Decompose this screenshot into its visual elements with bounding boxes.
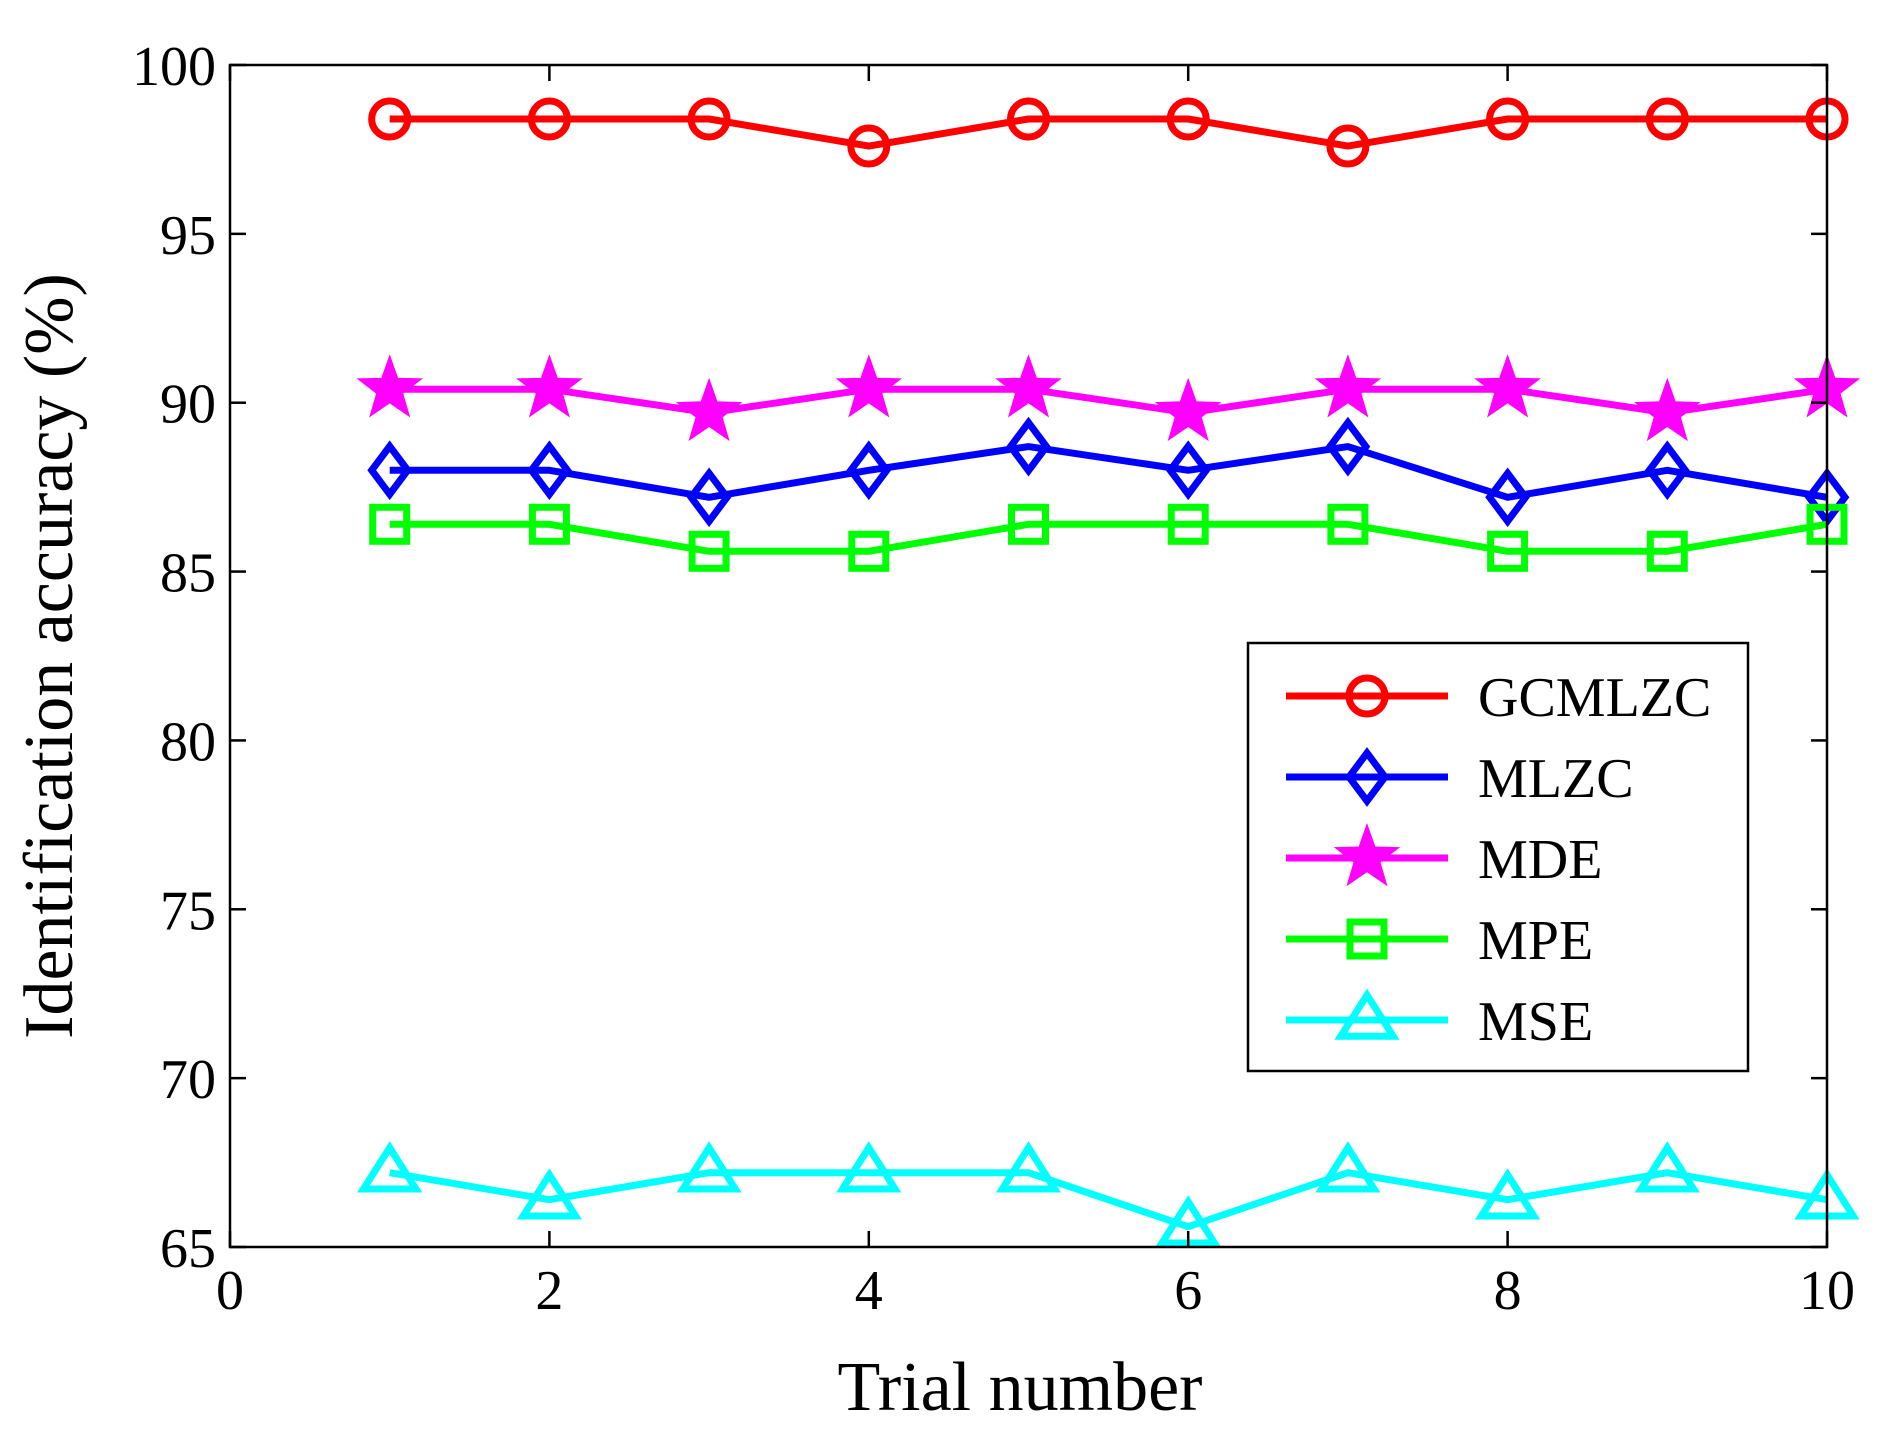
data-point-gcmlzc (1486, 97, 1530, 141)
data-point-mse (836, 1141, 902, 1193)
data-point-mde (1154, 377, 1222, 442)
series-layer (356, 97, 1861, 1247)
series-mse (357, 1141, 1860, 1247)
series-line-mpe (389, 520, 1828, 555)
x-tick-label: 8 (1494, 1260, 1522, 1322)
legend-entry-mde: MDE (1286, 822, 1602, 891)
data-point-mlzc (1165, 440, 1211, 501)
data-point-mse (1634, 1141, 1700, 1193)
x-tick-label: 0 (216, 1260, 244, 1322)
y-tick-label: 65 (160, 1218, 216, 1280)
data-point-mlzc (527, 440, 572, 501)
data-point-gcmlzc (527, 97, 571, 141)
series-mpe (369, 503, 1848, 572)
legend-items: GCMLZC MLZC MDE MPE MSE (1286, 667, 1711, 1053)
data-point-gcmlzc (1007, 97, 1050, 141)
legend-marker (1344, 747, 1390, 807)
x-tick-label: 6 (1174, 1260, 1202, 1322)
data-point-mse (357, 1141, 423, 1193)
data-point-mde (1634, 377, 1701, 442)
legend-entry-mlzc: MLZC (1286, 747, 1634, 810)
data-point-gcmlzc (847, 124, 891, 168)
data-point-mde (675, 377, 743, 442)
x-tick-label: 4 (855, 1260, 883, 1322)
data-point-gcmlzc (368, 97, 412, 141)
data-point-mse (995, 1141, 1062, 1193)
legend-marker (1345, 674, 1389, 718)
data-point-gcmlzc (1326, 124, 1370, 168)
data-point-mpe (369, 503, 411, 545)
legend-label: MLZC (1478, 748, 1634, 810)
data-point-mde (516, 354, 583, 418)
y-tick-label: 90 (160, 374, 216, 436)
legend-marker (1346, 918, 1388, 960)
legend-label: MSE (1478, 991, 1593, 1053)
data-point-mse (676, 1141, 742, 1193)
data-point-mse (1474, 1168, 1541, 1220)
y-tick-label: 85 (160, 543, 216, 605)
legend-entry-mse: MSE (1286, 988, 1593, 1053)
data-point-mlzc (1644, 440, 1690, 501)
data-point-mpe (848, 530, 890, 572)
data-point-mde (995, 354, 1062, 418)
data-point-mpe (528, 503, 570, 545)
data-point-mpe (1327, 503, 1369, 545)
legend: GCMLZC MLZC MDE MPE MSE (1246, 641, 1750, 1073)
data-point-mse (516, 1168, 583, 1220)
data-point-gcmlzc (1166, 97, 1210, 141)
data-point-mde (356, 354, 423, 418)
series-mlzc (367, 416, 1850, 528)
series-gcmlzc (368, 97, 1849, 168)
series-mde (356, 354, 1861, 442)
legend-marker (1334, 988, 1400, 1040)
data-point-mlzc (1325, 416, 1371, 477)
series-line-mde (389, 385, 1828, 417)
legend-entry-mpe: MPE (1286, 910, 1593, 972)
data-point-mpe (688, 530, 730, 572)
y-axis-label: Identification accuracy (%) (11, 273, 88, 1039)
ticks-layer: 0 2 4 6 8 10 65 70 75 80 85 90 95 100 (132, 36, 1855, 1322)
data-point-mde (835, 354, 903, 418)
data-point-mpe (1167, 503, 1209, 545)
x-tick-label: 10 (1799, 1260, 1855, 1322)
data-point-mlzc (1006, 416, 1051, 477)
data-point-mse (1315, 1141, 1381, 1193)
y-tick-label: 70 (160, 1049, 216, 1111)
data-point-gcmlzc (1645, 97, 1689, 141)
data-point-mpe (1008, 503, 1049, 545)
series-line-gcmlzc (389, 115, 1827, 150)
plot-frame (228, 63, 1829, 1249)
x-tick-label: 2 (535, 1260, 563, 1322)
y-tick-label: 95 (160, 205, 216, 267)
data-point-mde (1474, 354, 1541, 418)
data-point-gcmlzc (687, 97, 731, 141)
data-point-mpe (1487, 530, 1529, 572)
legend-label: GCMLZC (1478, 667, 1711, 729)
legend-label: MDE (1478, 829, 1602, 891)
data-point-mpe (1646, 530, 1688, 572)
legend-label: MPE (1478, 910, 1593, 972)
data-point-mlzc (367, 440, 413, 501)
legend-marker (1333, 822, 1401, 887)
legend-entry-gcmlzc: GCMLZC (1286, 667, 1711, 729)
data-point-mlzc (846, 440, 892, 501)
data-point-mlzc (1485, 467, 1530, 528)
series-line-mse (389, 1169, 1828, 1231)
y-tick-label: 75 (160, 880, 216, 942)
data-point-mde (1314, 354, 1382, 418)
x-axis-label: Trial number (838, 1349, 1203, 1426)
y-tick-label: 80 (160, 711, 216, 773)
series-line-mlzc (389, 443, 1828, 501)
data-point-mlzc (686, 467, 732, 528)
y-tick-label: 100 (132, 36, 216, 98)
